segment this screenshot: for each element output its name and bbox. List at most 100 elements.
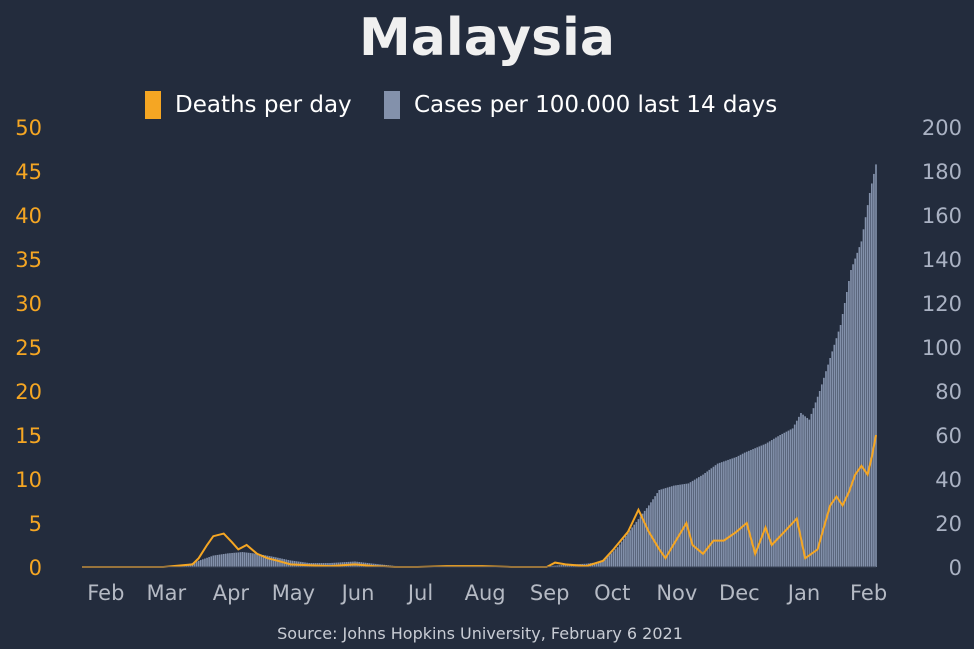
cases-bar — [854, 258, 856, 567]
cases-bar — [806, 417, 809, 567]
cases-bar — [210, 556, 213, 567]
cases-bar — [781, 433, 784, 567]
cases-bar — [716, 463, 719, 567]
cases-bar — [612, 551, 615, 567]
cases-bar — [652, 499, 654, 567]
cases-bar — [695, 478, 698, 567]
cases-bar — [779, 435, 781, 567]
cases-bar — [252, 553, 254, 567]
cases-bar — [712, 466, 715, 567]
left-tick-label: 25 — [15, 336, 42, 360]
cases-bar — [608, 555, 611, 567]
cases-bar — [279, 558, 281, 567]
cases-bar — [858, 247, 861, 567]
cases-bar — [758, 446, 761, 567]
cases-bar — [837, 331, 840, 567]
cases-bar — [843, 303, 846, 567]
cases-bar — [566, 564, 569, 567]
cases-bar — [222, 553, 225, 567]
cases-bar — [756, 447, 759, 567]
cases-bar — [673, 485, 675, 567]
cases-bar — [871, 183, 873, 567]
left-axis-ticks: 0 5 10 15 20 25 30 35 40 45 50 — [15, 116, 42, 580]
cases-bar — [785, 431, 788, 567]
cases-bar — [839, 325, 842, 567]
cases-bar — [231, 552, 233, 567]
cases-bar — [808, 419, 811, 567]
cases-bar — [554, 565, 556, 567]
x-tick-label: Dec — [719, 581, 760, 605]
legend-swatch-cases — [384, 91, 400, 119]
cases-bar — [810, 413, 813, 567]
legend-label-cases: Cases per 100.000 last 14 days — [414, 92, 777, 118]
cases-bar — [862, 229, 865, 568]
cases-bar — [702, 474, 704, 567]
cases-bar — [714, 465, 717, 567]
cases-bar — [852, 264, 854, 567]
x-tick-label: Feb — [87, 581, 124, 605]
right-tick-label: 200 — [922, 116, 962, 140]
cases-bar — [268, 556, 271, 567]
cases-bar — [202, 559, 204, 567]
x-tick-label: Mar — [146, 581, 186, 605]
cases-bar — [629, 530, 631, 567]
cases-bar — [606, 557, 608, 567]
cases-bar — [249, 553, 252, 567]
cases-bar — [633, 524, 636, 567]
cases-bar — [331, 562, 333, 567]
cases-bar — [654, 496, 656, 567]
cases-bar — [710, 468, 713, 567]
cases-bar — [823, 377, 825, 567]
cases-bar — [195, 561, 198, 567]
cases-bar — [875, 164, 877, 567]
cases-bar — [643, 510, 646, 567]
cases-bar — [698, 477, 700, 567]
cases-bar — [873, 173, 875, 567]
right-tick-label: 140 — [922, 248, 962, 272]
cases-bar — [848, 281, 850, 567]
x-tick-label: Jul — [406, 581, 433, 605]
cases-bar — [735, 457, 738, 567]
cases-bar — [329, 563, 331, 567]
left-tick-label: 45 — [15, 160, 42, 184]
cases-bar — [670, 486, 673, 567]
cases-bar — [623, 538, 625, 567]
cases-bar — [675, 485, 677, 567]
cases-bar — [783, 432, 786, 567]
cases-bar — [814, 402, 817, 567]
cases-bar — [227, 553, 229, 567]
cases-bar — [637, 519, 640, 567]
cases-bar — [741, 453, 744, 567]
cases-bar — [593, 562, 596, 567]
cases-bar — [693, 479, 696, 567]
cases-bar — [648, 505, 650, 567]
left-tick-label: 40 — [15, 204, 42, 228]
cases-bar — [833, 344, 836, 567]
cases-bar — [564, 564, 567, 567]
cases-bar — [860, 241, 863, 567]
right-axis-ticks: 0 20 40 60 80 100 120 140 160 180 200 — [922, 116, 962, 580]
cases-bar — [766, 442, 769, 567]
cases-bar — [239, 552, 242, 567]
cases-bar — [798, 416, 800, 567]
cases-bar — [820, 384, 823, 567]
cases-bar — [812, 408, 815, 567]
cases-bar — [800, 413, 802, 567]
cases-bar — [568, 564, 571, 567]
cases-bar — [668, 486, 671, 567]
cases-bar — [560, 565, 563, 567]
cases-bar — [831, 351, 834, 567]
cases-bar — [208, 557, 210, 567]
cases-bar — [199, 560, 202, 567]
cases-bar — [197, 560, 200, 567]
right-tick-label: 60 — [935, 424, 962, 448]
cases-bar — [618, 544, 621, 567]
cases-bar — [241, 552, 244, 567]
cases-bar — [868, 193, 871, 567]
cases-bar — [625, 535, 627, 567]
cases-bar — [662, 488, 665, 567]
deaths-line — [82, 434, 877, 568]
cases-bar — [708, 469, 711, 567]
cases-bar — [660, 489, 663, 567]
cases-bar — [866, 205, 869, 567]
